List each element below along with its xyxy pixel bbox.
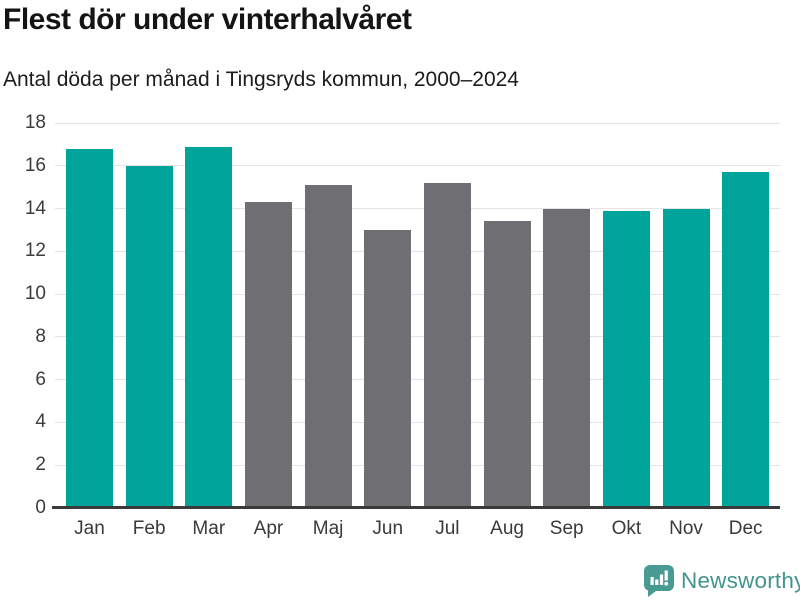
chart-title: Flest dör under vinterhalvåret	[3, 3, 412, 36]
y-tick-label-12: 12	[24, 240, 46, 262]
x-axis-baseline	[52, 506, 780, 509]
y-tick-label-10: 10	[24, 283, 46, 305]
gridline-18	[55, 122, 780, 124]
x-tick-label-nov: Nov	[669, 518, 703, 539]
x-tick-label-maj: Maj	[312, 518, 344, 539]
y-tick-label-2: 2	[35, 454, 46, 476]
gridline-2	[55, 464, 780, 466]
gridline-6	[55, 379, 780, 381]
bar-sep	[543, 208, 591, 508]
x-tick-label-apr: Apr	[253, 518, 284, 539]
chart-subtitle: Antal döda per månad i Tingsryds kommun,…	[3, 68, 519, 91]
x-tick-label-dec: Dec	[728, 518, 763, 539]
newsworthy-logo-icon	[644, 565, 674, 597]
bar-dec	[722, 172, 770, 508]
x-tick-label-feb: Feb	[132, 518, 166, 539]
y-tick-label-8: 8	[35, 325, 46, 347]
bar-jan	[66, 148, 113, 508]
y-tick-label-16: 16	[24, 154, 46, 176]
gridline-16	[55, 165, 780, 167]
y-tick-label-18: 18	[24, 112, 46, 133]
y-tick-label-14: 14	[24, 197, 46, 219]
bar-maj	[304, 185, 352, 508]
bar-okt	[602, 210, 650, 508]
bar-apr	[244, 202, 292, 508]
x-tick-label-aug: Aug	[490, 518, 524, 539]
gridline-4	[55, 421, 780, 423]
x-tick-label-okt: Okt	[611, 518, 642, 539]
y-tick-label-4: 4	[35, 411, 46, 433]
x-tick-label-jan: Jan	[74, 518, 105, 539]
bar-aug	[483, 221, 531, 508]
gridline-12	[55, 250, 780, 252]
bar-jul	[423, 182, 471, 508]
x-tick-label-jul: Jul	[435, 518, 460, 539]
bar-feb	[125, 165, 173, 508]
x-tick-label-jun: Jun	[372, 518, 404, 539]
y-tick-label-6: 6	[35, 368, 46, 390]
gridline-10	[55, 293, 780, 295]
y-tick-label-0: 0	[35, 497, 46, 518]
brand-footer: Newsworthy	[643, 564, 800, 597]
gridline-14	[55, 208, 780, 210]
bar-mar	[185, 146, 233, 508]
gridline-8	[55, 336, 780, 338]
plot-area	[55, 122, 780, 508]
brand-name: Newsworthy	[681, 567, 800, 593]
x-tick-label-mar: Mar	[192, 518, 226, 539]
bar-jun	[364, 229, 412, 508]
x-tick-label-sep: Sep	[549, 518, 584, 539]
bar-nov	[662, 208, 710, 508]
